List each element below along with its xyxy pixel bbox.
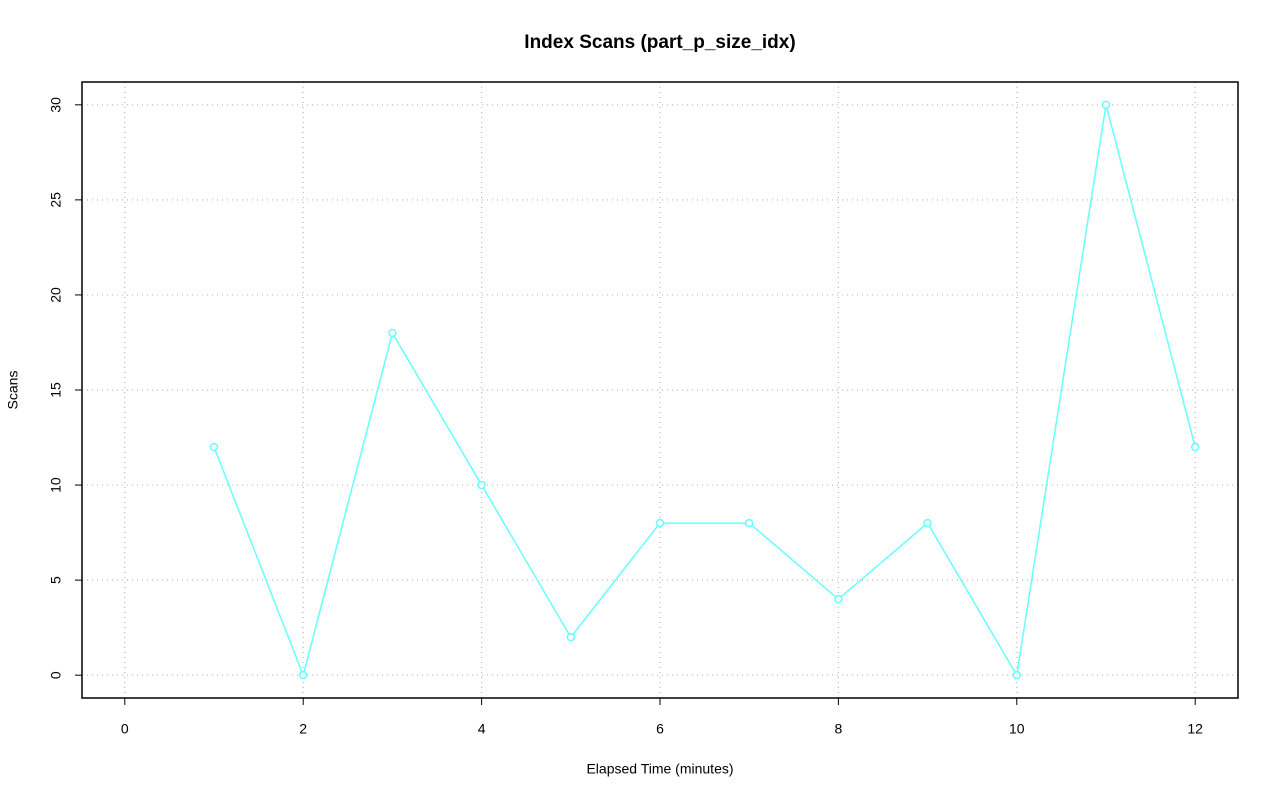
data-point xyxy=(1190,442,1200,452)
x-tick-label: 6 xyxy=(656,721,664,737)
y-tick-label: 10 xyxy=(48,477,64,493)
data-point xyxy=(566,632,576,642)
data-point xyxy=(1101,100,1111,110)
data-point xyxy=(477,480,486,490)
data-point xyxy=(388,328,397,338)
x-tick-label: 12 xyxy=(1187,721,1203,737)
x-tick-label: 10 xyxy=(1009,721,1025,737)
chart-title: Index Scans (part_p_size_idx) xyxy=(524,32,795,53)
data-point xyxy=(1012,670,1022,680)
plot-frame xyxy=(81,81,1239,699)
data-point xyxy=(655,518,665,528)
data-point xyxy=(298,670,308,680)
y-tick-label: 5 xyxy=(48,576,64,584)
x-tick-label: 8 xyxy=(834,721,842,737)
y-axis-label: Scans xyxy=(5,371,21,410)
data-point xyxy=(834,594,843,604)
x-tick-label: 0 xyxy=(121,721,129,737)
y-tick-label: 20 xyxy=(48,287,64,303)
y-tick-label: 30 xyxy=(48,97,64,113)
data-point xyxy=(923,518,932,528)
x-axis-label: Elapsed Time (minutes) xyxy=(586,761,733,777)
y-tick-label: 0 xyxy=(48,671,64,679)
x-tick-label: 2 xyxy=(299,721,307,737)
x-tick-label: 4 xyxy=(478,721,486,737)
series-line xyxy=(213,104,1196,678)
data-point xyxy=(209,442,219,452)
data-point xyxy=(744,518,754,528)
y-tick-label: 25 xyxy=(48,192,64,208)
y-tick-label: 15 xyxy=(48,382,64,398)
